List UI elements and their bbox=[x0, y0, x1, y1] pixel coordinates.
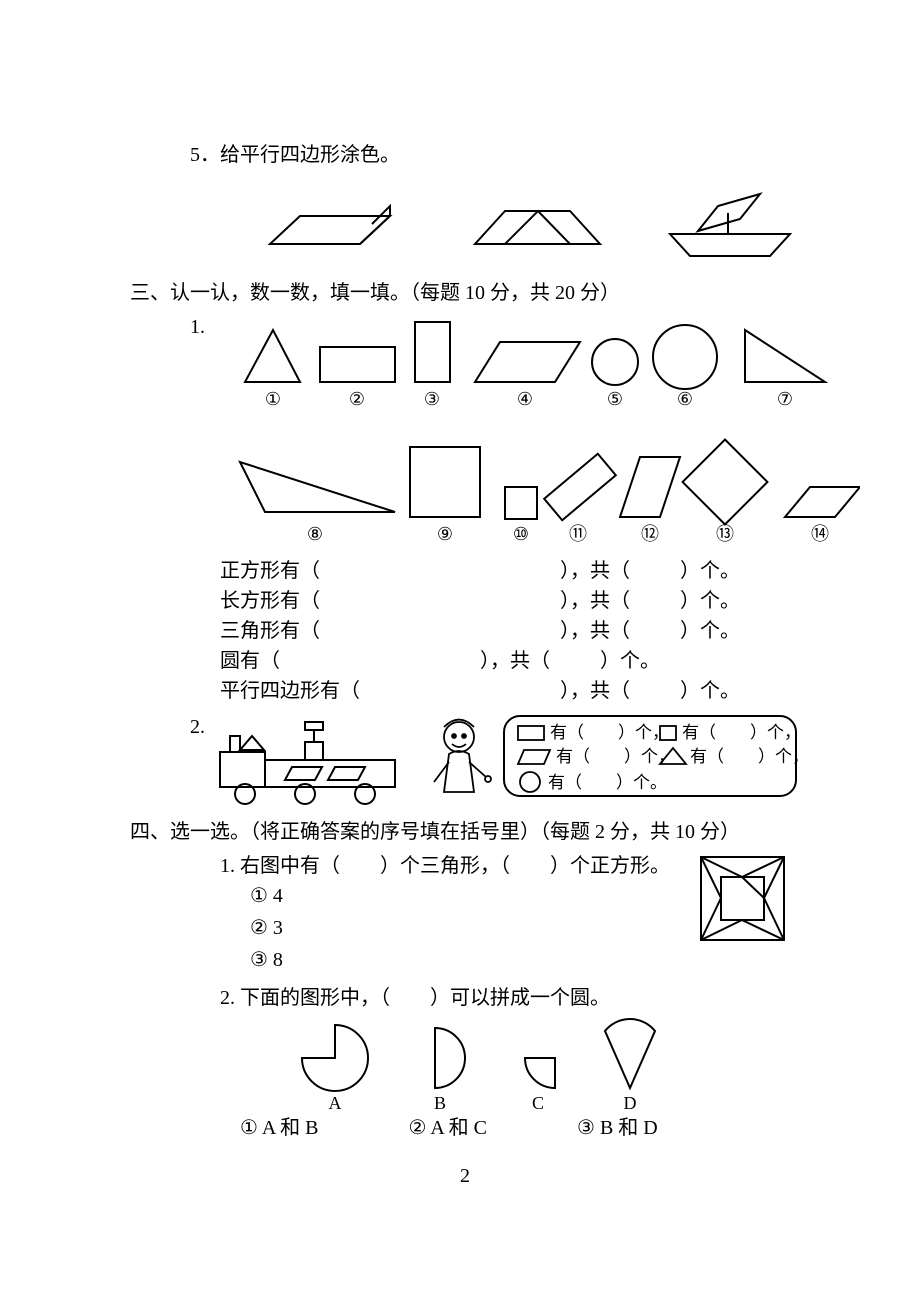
fill-4-tail: ）个。 bbox=[680, 676, 740, 706]
q5-figure-row bbox=[230, 176, 800, 266]
q3-1-fill-lines: 正方形有（ ），共（ ）个。 长方形有（ ），共（ ）个。 三角形有（ ），共（… bbox=[130, 556, 800, 706]
q4-1-opt-1: ① 4 bbox=[250, 881, 695, 911]
q3-2-num: 2. bbox=[190, 712, 210, 742]
q3-1-row1-shapes: ① ② ③ ④ ⑤ ⑥ ⑦ bbox=[205, 312, 845, 412]
sec4-sub: （将正确答案的序号填在括号里） bbox=[250, 821, 540, 843]
q4-1-figure bbox=[695, 851, 790, 946]
section-4-heading: 四、选一选。（将正确答案的序号填在括号里）（每题 2 分，共 10 分） bbox=[130, 817, 800, 847]
sec4-title: 四、选一选。 bbox=[130, 821, 250, 843]
svg-text:⑨: ⑨ bbox=[437, 524, 453, 544]
svg-text:⑦: ⑦ bbox=[777, 389, 793, 409]
svg-text:⑩: ⑩ bbox=[513, 524, 529, 544]
fill-2-label: 三角形有（ bbox=[220, 616, 320, 646]
page-number: 2 bbox=[130, 1161, 800, 1191]
svg-text:有（ ）个，: 有（ ）个， bbox=[556, 747, 675, 766]
sec3-scoring: （每题 10 分，共 20 分） bbox=[410, 282, 620, 304]
fill-0-tail: ）个。 bbox=[680, 556, 740, 586]
sec4-scoring: （每题 2 分，共 10 分） bbox=[540, 821, 740, 843]
svg-text:有（ ）个，: 有（ ）个， bbox=[550, 723, 669, 742]
svg-text:⑤: ⑤ bbox=[607, 389, 623, 409]
section-3-heading: 三、认一认，数一数，填一填。（每题 10 分，共 20 分） bbox=[130, 278, 800, 308]
q4-1-opt-3: ③ 8 bbox=[250, 945, 695, 975]
fill-2-mid: ），共（ bbox=[560, 616, 630, 646]
svg-text:②: ② bbox=[349, 389, 365, 409]
q3-1-row2-shapes: ⑧ ⑨ ⑩ ⑪ ⑫ ⑬ ⑭ bbox=[220, 432, 800, 552]
fill-1-tail: ）个。 bbox=[680, 586, 740, 616]
svg-text:有（ ）个，: 有（ ）个， bbox=[682, 723, 800, 742]
svg-text:⑥: ⑥ bbox=[677, 389, 693, 409]
fill-0-mid: ），共（ bbox=[560, 556, 630, 586]
fill-3-label: 圆有（ bbox=[220, 646, 280, 676]
fill-0-label: 正方形有（ bbox=[220, 556, 320, 586]
q5-text: 5．给平行四边形涂色。 bbox=[190, 140, 800, 170]
q3-2-bubble: 有（ ）个， 有（ ）个， 有（ ）个， 有（ ）个， 有（ ）个。 bbox=[500, 712, 800, 802]
q4-2-opt-1: ① A 和 B bbox=[240, 1113, 319, 1143]
fill-1-mid: ），共（ bbox=[560, 586, 630, 616]
q3-2-kid-icon bbox=[424, 712, 494, 807]
q4-1-text: 1. 右图中有（ ）个三角形，（ ）个正方形。 bbox=[220, 851, 695, 881]
svg-text:B: B bbox=[434, 1093, 446, 1113]
q3-1-num: 1. bbox=[190, 312, 205, 342]
fill-4-mid: ），共（ bbox=[560, 676, 630, 706]
q4-2-opt-2: ② A 和 C bbox=[409, 1113, 488, 1143]
svg-text:③: ③ bbox=[424, 389, 440, 409]
fill-4-label: 平行四边形有（ bbox=[220, 676, 360, 706]
q4-1-opt-2: ② 3 bbox=[250, 913, 695, 943]
svg-text:①: ① bbox=[265, 389, 281, 409]
svg-text:有（ ）个。: 有（ ）个。 bbox=[548, 773, 667, 792]
svg-text:⑪: ⑪ bbox=[569, 524, 587, 544]
q4-2-shapes: A B C D bbox=[280, 1013, 800, 1113]
q4-2-opt-3: ③ B 和 D bbox=[577, 1113, 658, 1143]
svg-text:⑭: ⑭ bbox=[811, 524, 829, 544]
fill-1-label: 长方形有（ bbox=[220, 586, 320, 616]
svg-text:⑫: ⑫ bbox=[641, 524, 659, 544]
q3-2-train bbox=[210, 712, 410, 807]
q4-2-text: 2. 下面的图形中，（ ）可以拼成一个圆。 bbox=[220, 983, 800, 1013]
svg-text:⑧: ⑧ bbox=[307, 524, 323, 544]
svg-text:有（ ）个，: 有（ ）个， bbox=[690, 747, 800, 766]
fill-2-tail: ）个。 bbox=[680, 616, 740, 646]
fill-3-mid: ），共（ bbox=[480, 646, 550, 676]
svg-text:A: A bbox=[329, 1093, 342, 1113]
svg-text:D: D bbox=[624, 1093, 637, 1113]
svg-text:⑬: ⑬ bbox=[716, 524, 734, 544]
svg-text:④: ④ bbox=[517, 389, 533, 409]
sec3-title: 三、认一认，数一数，填一填。 bbox=[130, 282, 410, 304]
fill-3-tail: ）个。 bbox=[600, 646, 660, 676]
svg-text:C: C bbox=[532, 1093, 544, 1113]
